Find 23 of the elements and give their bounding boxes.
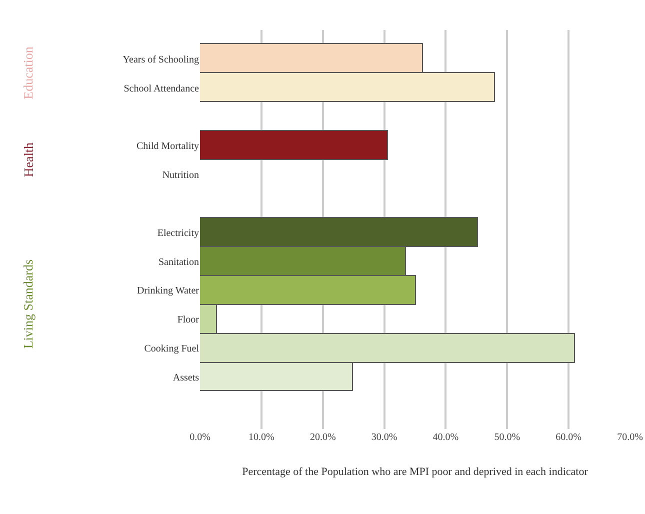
x-tick-label: 70.0%: [617, 432, 643, 443]
x-tick-label: 40.0%: [432, 432, 459, 443]
y-tick-label: Cooking Fuel: [144, 344, 200, 355]
y-tick-label: Years of Schooling: [122, 54, 199, 66]
y-tick-label: Child Mortality: [136, 141, 199, 152]
x-tick-label: 50.0%: [494, 432, 520, 443]
y-tick-label: Floor: [177, 314, 200, 326]
x-tick-label: 0.0%: [190, 432, 210, 443]
text: Living Standards: [20, 259, 36, 349]
text: Health: [20, 142, 36, 178]
y-tick-label: Sanitation: [158, 256, 199, 268]
x-tick-label: 60.0%: [556, 432, 582, 443]
y-tick-label: Assets: [172, 372, 200, 384]
y-tick-label: Electricity: [157, 228, 199, 239]
x-tick-label: 30.0%: [371, 432, 398, 443]
y-tick-label: Nutrition: [162, 170, 199, 182]
x-tick-label: 10.0%: [248, 432, 274, 443]
bar: [200, 130, 388, 160]
y-tick-label: Drinking Water: [136, 286, 200, 297]
x-axis-title: Percentage of the Population who are MPI poor and deprived in each indicator: [242, 466, 588, 478]
x-tick-label: 20.0%: [310, 432, 336, 443]
text: Education: [20, 46, 36, 100]
y-tick-label: School Attendance: [124, 83, 200, 94]
